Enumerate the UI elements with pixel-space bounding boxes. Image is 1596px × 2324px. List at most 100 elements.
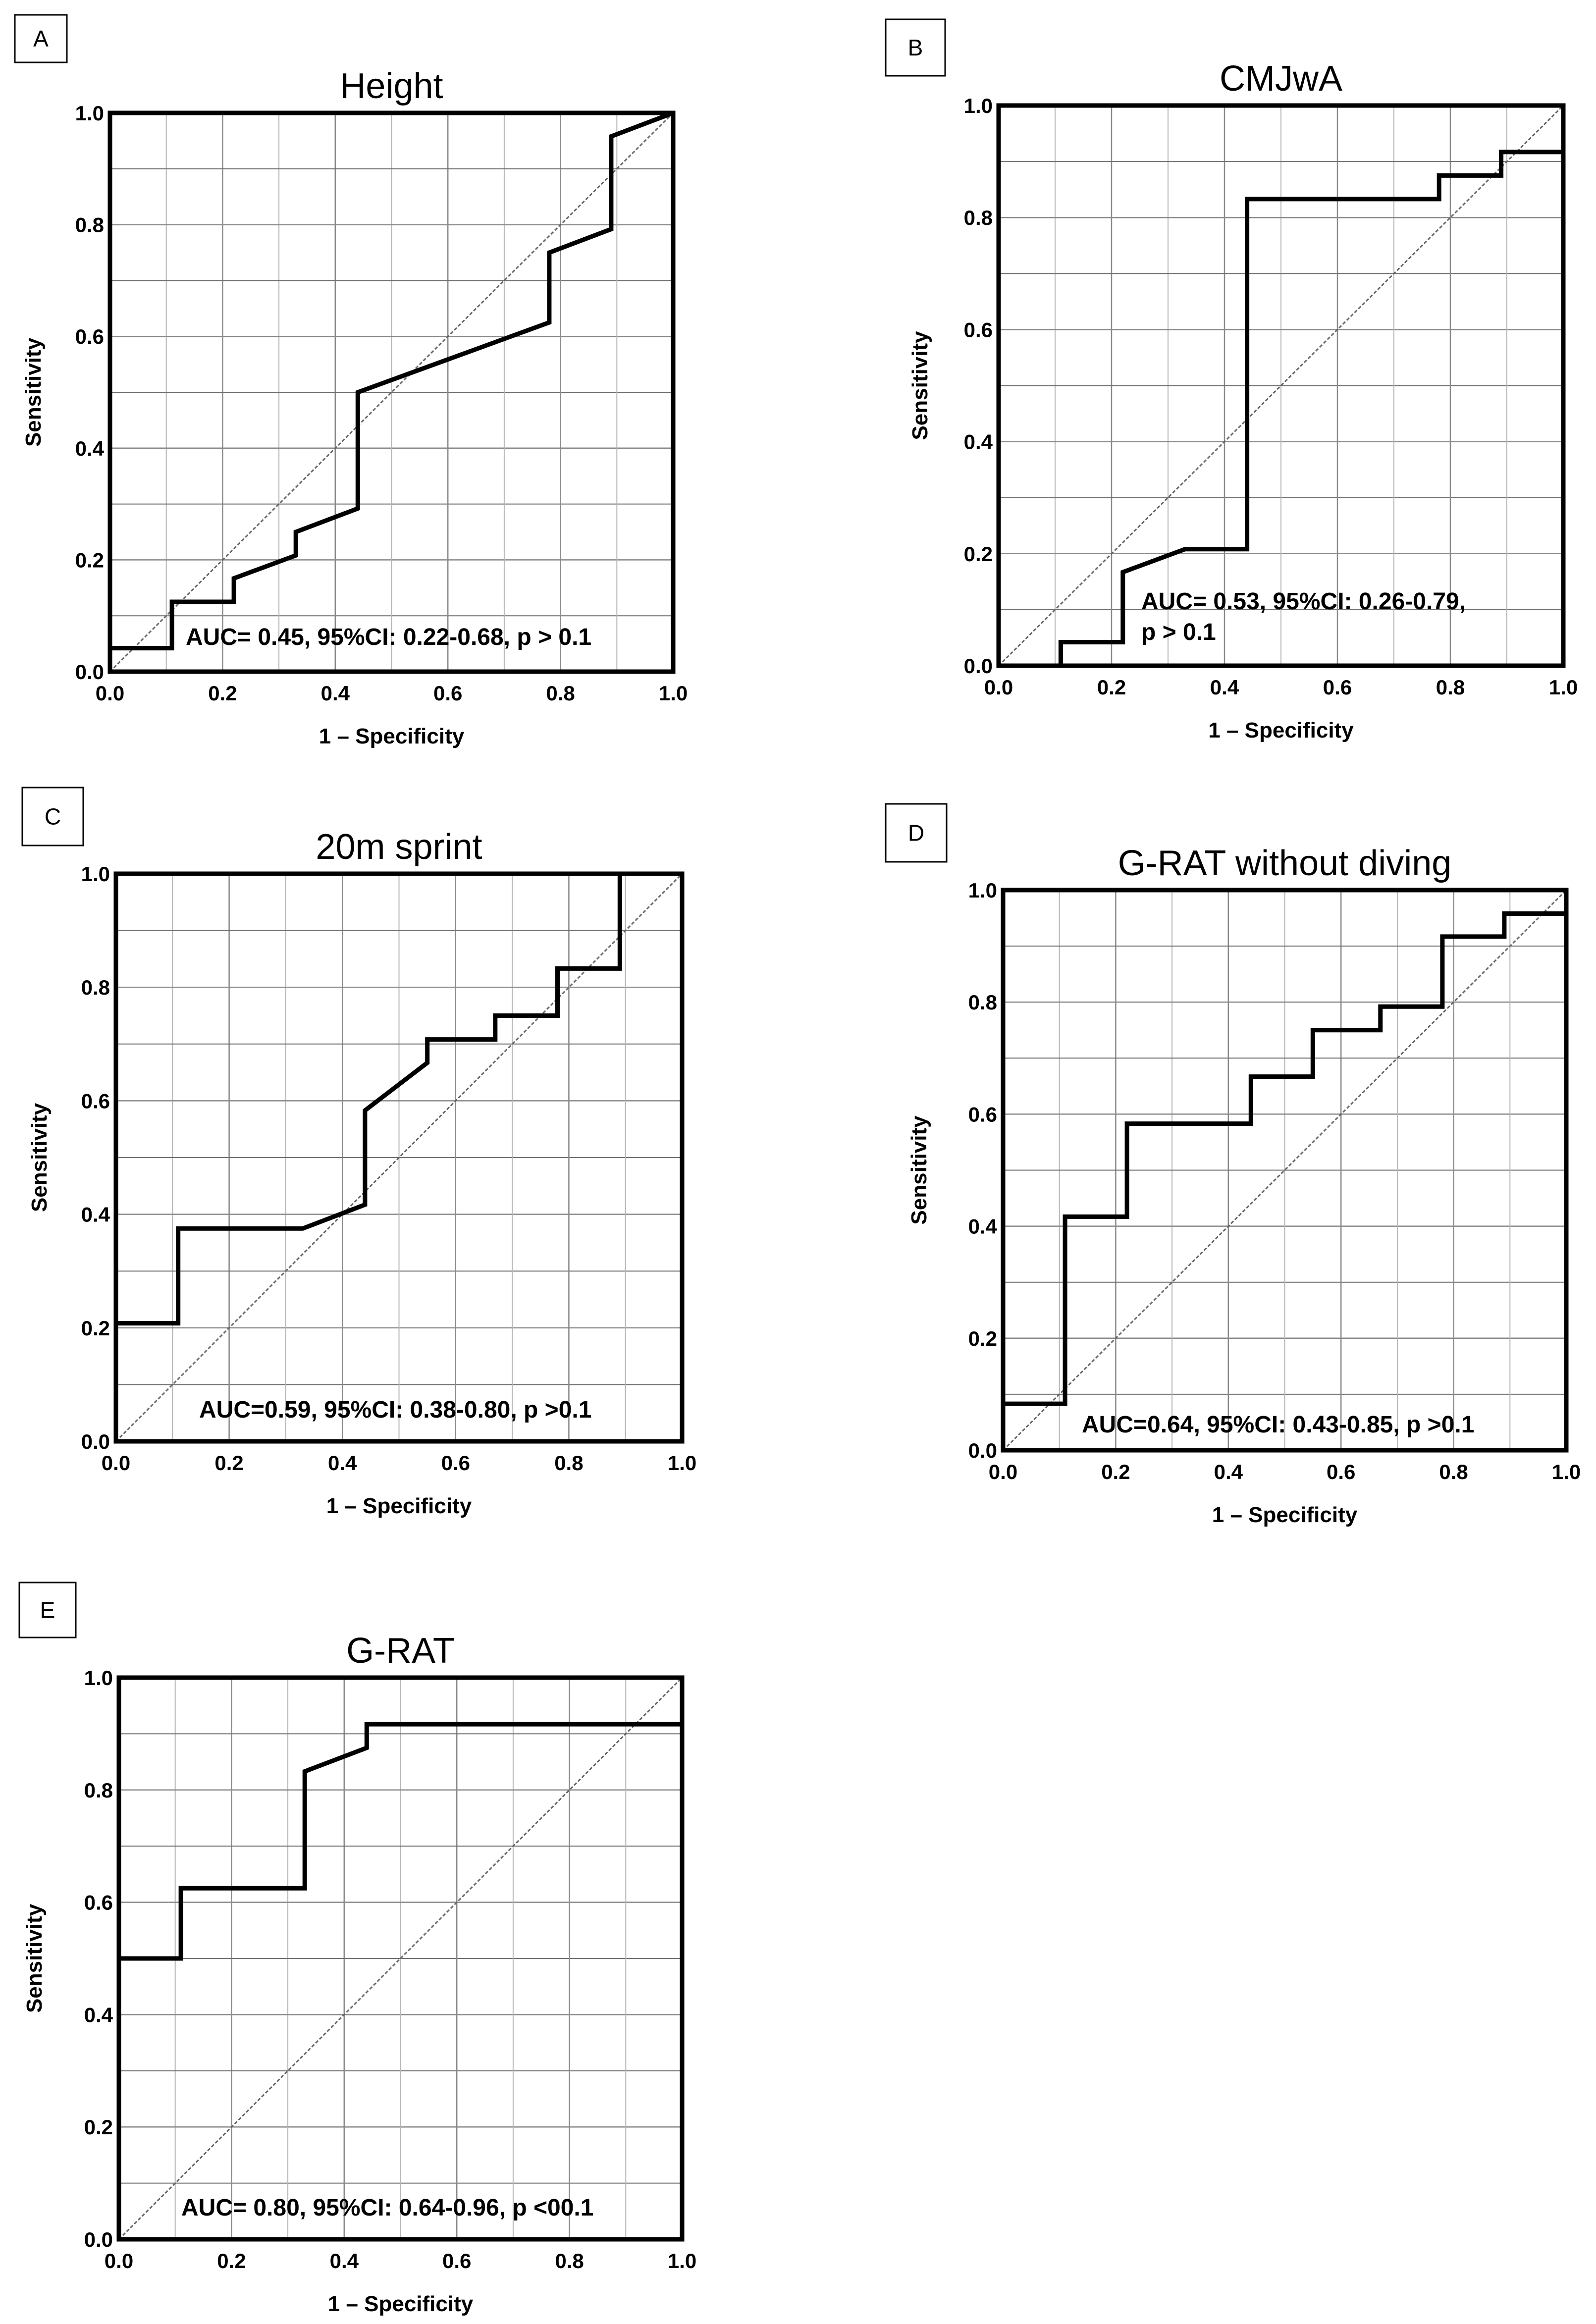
x-axis-label: 1 – Specificity [328, 2292, 474, 2316]
chart-title: G-RAT without diving [1118, 844, 1452, 883]
y-tick-label: 0.4 [84, 2003, 113, 2026]
y-tick-label: 1.0 [75, 102, 104, 125]
panel-c: C 20m sprint 0.00.0 0.2 0.2 0.4 0.4 0.6 0.6 0.8 0.… [21, 787, 696, 1518]
panel-label-box [18, 1582, 77, 1638]
y-tick-label: 0.8 [964, 206, 993, 229]
x-tick-label: 0.8 [555, 2249, 584, 2272]
x-tick-label: 1.0 [659, 682, 688, 705]
x-tick-label: 0.2 [1101, 1460, 1130, 1483]
y-tick-label: 0.2 [968, 1327, 997, 1350]
plot-frame [116, 1675, 685, 2242]
x-tick-label: 0.6 [1327, 1460, 1355, 1483]
y-tick-label: 0.6 [968, 1103, 997, 1126]
chart-title: G-RAT [346, 1631, 455, 1671]
x-tick-label: 0.0 [984, 676, 1013, 699]
x-tick-label: 0.2 [217, 2249, 246, 2272]
grid [1003, 890, 1566, 1450]
x-tick-label: 0.0 [96, 682, 124, 705]
y-tick-label: 0.2 [75, 548, 104, 572]
roc-curve [119, 1722, 682, 1961]
y-tick-label: 1.0 [964, 94, 993, 117]
y-tick-label: 1.0 [81, 862, 110, 886]
plot-frame [996, 103, 1566, 668]
x-tick-label: 1.0 [1552, 1460, 1581, 1483]
auc-annotation: AUC= 0.45, 95%CI: 0.22-0.68, p > 0.1 [186, 624, 591, 650]
panel-b: B CMJwA 0.00.0 0.2 0.2 0.4 0.4 0.6 0.6 0.8 0.8 1.0 1… [885, 18, 1578, 742]
x-tick-label: 1.0 [668, 1451, 696, 1475]
auc-annotation: AUC= 0.80, 95%CI: 0.64-0.96, p <00.1 [181, 2195, 593, 2221]
auc-annotation: AUC=0.59, 95%CI: 0.38-0.80, p >0.1 [199, 1397, 591, 1423]
roc-curve [1058, 150, 1563, 666]
y-tick-label: 0.2 [81, 1317, 110, 1340]
y-axis-label: Sensitivity [908, 331, 932, 440]
y-tick-label: 0.8 [75, 213, 104, 237]
y-tick-label: 1.0 [968, 879, 997, 902]
x-tick-label: 0.0 [102, 1451, 130, 1475]
x-tick-label: 0.4 [328, 1451, 357, 1475]
panel-label-box [14, 14, 68, 63]
x-tick-label: 0.6 [441, 1451, 470, 1475]
auc-annotation: AUC=0.64, 95%CI: 0.43-0.85, p >0.1 [1082, 1412, 1474, 1438]
plot-frame [107, 110, 676, 674]
x-tick-label: 0.6 [1323, 676, 1352, 699]
x-tick-label: 0.4 [330, 2249, 359, 2272]
panel-label-box [21, 787, 84, 846]
roc-curve [116, 874, 622, 1326]
roc-curve [110, 110, 674, 651]
y-axis-label: Sensitivity [27, 1103, 52, 1212]
y-tick-label: 1.0 [84, 1666, 113, 1690]
chart-title: 20m sprint [316, 827, 482, 867]
y-tick-label: 0.4 [75, 437, 105, 460]
panel-d: D G-RAT without diving 0.00.0 0.2 0.2 0.4 0.4 0… [885, 803, 1581, 1527]
panel-label: E [40, 1597, 55, 1623]
y-tick-label: 0.6 [964, 318, 993, 341]
y-tick-label: 0.0 [968, 1439, 997, 1462]
auc-annotation: p > 0.1 [1141, 619, 1216, 645]
reference-line [109, 112, 674, 673]
x-tick-label: 0.8 [1439, 1460, 1468, 1483]
chart-title: Height [340, 66, 443, 106]
auc-annotation: AUC= 0.53, 95%CI: 0.26-0.79, [1141, 588, 1466, 615]
x-tick-label: 0.4 [321, 682, 350, 705]
y-axis-label: Sensitivity [21, 337, 46, 447]
panel-label: B [908, 35, 923, 60]
grid [110, 113, 673, 672]
reference-line [998, 105, 1564, 667]
y-tick-label: 0.6 [84, 1891, 113, 1914]
x-axis-label: 1 – Specificity [1212, 1503, 1358, 1527]
panel-label: C [45, 804, 61, 830]
x-axis-label: 1 – Specificity [319, 724, 465, 748]
panel-e: E G-RAT 0.00.0 0.2 0.2 0.4 0.4 0.6 0.6 0.8 0.8 1.0 1… [18, 1582, 696, 2316]
y-tick-label: 0.0 [84, 2228, 113, 2251]
y-tick-label: 0.8 [81, 976, 110, 999]
plot-frame [1001, 888, 1569, 1453]
x-tick-label: 0.6 [442, 2249, 471, 2272]
x-tick-label: 0.8 [554, 1451, 583, 1475]
plot-frame [113, 871, 685, 1444]
x-tick-label: 0.0 [105, 2249, 133, 2272]
panel-label: D [908, 820, 924, 846]
x-tick-label: 0.6 [433, 682, 462, 705]
x-tick-label: 0.2 [208, 682, 237, 705]
y-tick-label: 0.4 [81, 1203, 110, 1226]
y-tick-label: 0.0 [75, 660, 104, 684]
y-tick-label: 0.2 [84, 2115, 113, 2139]
y-tick-label: 0.6 [75, 325, 104, 348]
x-tick-label: 0.8 [546, 682, 575, 705]
x-axis-label: 1 – Specificity [1208, 718, 1354, 742]
y-tick-label: 0.0 [964, 654, 993, 678]
y-tick-label: 0.4 [968, 1215, 998, 1238]
y-tick-label: 0.8 [84, 1779, 113, 1802]
panel-label-box [885, 18, 946, 77]
y-tick-label: 0.4 [964, 430, 993, 454]
reference-line [118, 1677, 683, 2240]
chart-title: CMJwA [1220, 59, 1342, 99]
y-tick-label: 0.0 [81, 1430, 110, 1453]
x-tick-label: 0.4 [1210, 676, 1239, 699]
panel-a: A Height 0.00.0 0.2 0.2 0.4 0.4 0.6 0.6 0.8 0.8 1.0… [14, 14, 688, 748]
y-axis-label: Sensitivity [22, 1903, 47, 2013]
x-tick-label: 1.0 [1549, 676, 1578, 699]
y-tick-label: 0.8 [968, 991, 997, 1014]
panel-label: A [33, 26, 49, 52]
